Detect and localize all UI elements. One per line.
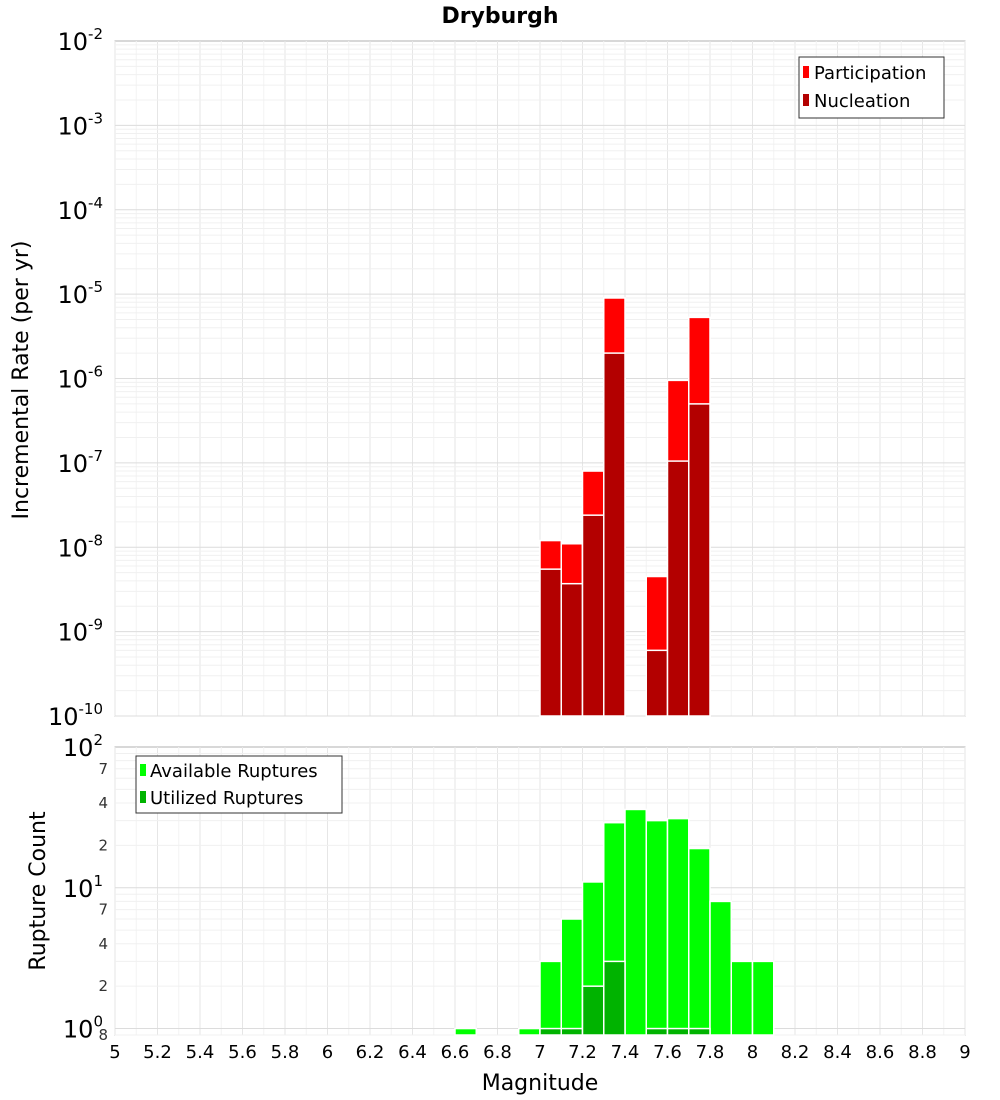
x-tick-label: 7.4 [611, 1042, 640, 1063]
top-bars [539, 297, 711, 717]
y-tick-label: 10-4 [57, 194, 103, 225]
bar-nucleation [645, 649, 669, 717]
bar-available-ruptures [751, 960, 775, 1036]
bottom-legend: Available Ruptures Utilized Ruptures [135, 755, 343, 814]
x-tick-label: 5.2 [143, 1042, 172, 1063]
legend-label-nucleation: Nucleation [814, 91, 910, 112]
x-tick-label: 5.8 [271, 1042, 300, 1063]
bottom-legend-box [135, 755, 343, 814]
bar-utilized-ruptures [666, 1027, 690, 1036]
x-tick-label: 7.8 [696, 1042, 725, 1063]
bar-utilized-ruptures [645, 1027, 669, 1036]
y-minor-tick-label: 7 [98, 760, 108, 778]
y-tick-label: 10-7 [57, 447, 103, 478]
y-tick-label: 100 [63, 1013, 103, 1044]
legend-swatch-participation [803, 66, 809, 78]
bottom-panel: 100 101 102 8 2 4 7 2 4 7 5 5.2 5.4 5.6 5.8 6 6.2 6.4 6.6… [26, 731, 971, 1096]
legend-label-participation: Participation [814, 63, 926, 84]
legend-label-available: Available Ruptures [150, 761, 318, 782]
legend-swatch-available [140, 764, 146, 776]
bar-available-ruptures [666, 817, 690, 1036]
legend-label-utilized: Utilized Ruptures [150, 788, 303, 809]
x-tick-label: 7 [534, 1042, 545, 1063]
legend-swatch-utilized [140, 791, 146, 803]
x-tick-label: 8.2 [781, 1042, 810, 1063]
top-legend: Participation Nucleation [798, 56, 945, 119]
y-tick-label: 10-2 [57, 25, 103, 56]
x-tick-label: 7.6 [653, 1042, 682, 1063]
y-minor-tick-label: 8 [98, 1026, 108, 1044]
x-tick-label: 8 [747, 1042, 758, 1063]
bar-nucleation [603, 352, 626, 717]
x-tick-label: 5.4 [186, 1042, 215, 1063]
chart-title: Dryburgh [441, 4, 558, 29]
top-grid [114, 41, 966, 717]
bottom-bars [454, 808, 775, 1036]
bottom-grid [114, 747, 966, 1036]
y-minor-tick-label: 4 [98, 794, 108, 812]
y-minor-tick-label: 2 [98, 836, 108, 854]
bar-available-ruptures [645, 819, 669, 1036]
x-tick-label: 5 [109, 1042, 120, 1063]
bar-utilized-ruptures [581, 985, 605, 1036]
y-tick-label: 10-3 [57, 109, 103, 140]
x-tick-label: 6.8 [483, 1042, 512, 1063]
x-tick-label: 6.2 [356, 1042, 385, 1063]
y-minor-tick-label: 4 [98, 935, 108, 953]
bar-utilized-ruptures [560, 1027, 584, 1036]
y-tick-label: 101 [63, 872, 103, 903]
x-tick-label: 5.6 [228, 1042, 257, 1063]
bar-available-ruptures [688, 847, 711, 1036]
y-tick-label: 10-8 [57, 531, 103, 562]
bottom-y-ticks: 100 101 102 8 2 4 7 2 4 7 [63, 731, 108, 1044]
x-tick-label: 7.2 [568, 1042, 597, 1063]
x-tick-label: 6 [322, 1042, 333, 1063]
y-tick-label: 10-6 [57, 363, 103, 394]
bar-utilized-ruptures [603, 960, 626, 1036]
bar-available-ruptures [518, 1027, 541, 1036]
bar-utilized-ruptures [539, 1027, 562, 1036]
x-tick-label: 6.4 [398, 1042, 427, 1063]
x-tick-label: 6.6 [441, 1042, 470, 1063]
x-axis-label: Magnitude [482, 1071, 599, 1096]
legend-swatch-nucleation [803, 94, 809, 106]
y-tick-label: 10-10 [48, 700, 103, 731]
x-tick-label: 9 [959, 1042, 970, 1063]
x-tick-label: 8.4 [823, 1042, 852, 1063]
bar-nucleation [666, 460, 690, 717]
top-y-axis-label: Incremental Rate (per yr) [9, 241, 34, 520]
y-minor-tick-label: 7 [98, 901, 108, 919]
y-tick-label: 10-5 [57, 278, 103, 309]
top-panel: 10-10 10-9 10-8 10-7 10-6 10-5 10-4 10-3 10-2 In… [9, 25, 966, 731]
bar-nucleation [560, 582, 584, 717]
bar-available-ruptures [454, 1027, 477, 1036]
bar-nucleation [539, 568, 562, 717]
bar-available-ruptures [560, 918, 584, 1036]
top-y-ticks: 10-10 10-9 10-8 10-7 10-6 10-5 10-4 10-3 10-2 [48, 25, 103, 731]
bar-available-ruptures [539, 960, 562, 1036]
x-tick-label: 8.8 [908, 1042, 937, 1063]
bar-available-ruptures [624, 808, 647, 1036]
bar-nucleation [688, 403, 711, 717]
top-legend-box [798, 56, 945, 119]
bar-available-ruptures [730, 960, 754, 1036]
y-tick-label: 102 [63, 731, 103, 762]
bar-utilized-ruptures [688, 1027, 711, 1036]
bar-nucleation [581, 514, 605, 717]
bottom-y-axis-label: Rupture Count [26, 811, 51, 971]
y-minor-tick-label: 2 [98, 977, 108, 995]
x-tick-label: 8.6 [866, 1042, 895, 1063]
bar-available-ruptures [709, 900, 732, 1036]
y-tick-label: 10-9 [57, 616, 103, 647]
x-ticks: 5 5.2 5.4 5.6 5.8 6 6.2 6.4 6.6 6.8 7 7.2 7.4 7.6 7.8 8… [109, 1042, 970, 1063]
